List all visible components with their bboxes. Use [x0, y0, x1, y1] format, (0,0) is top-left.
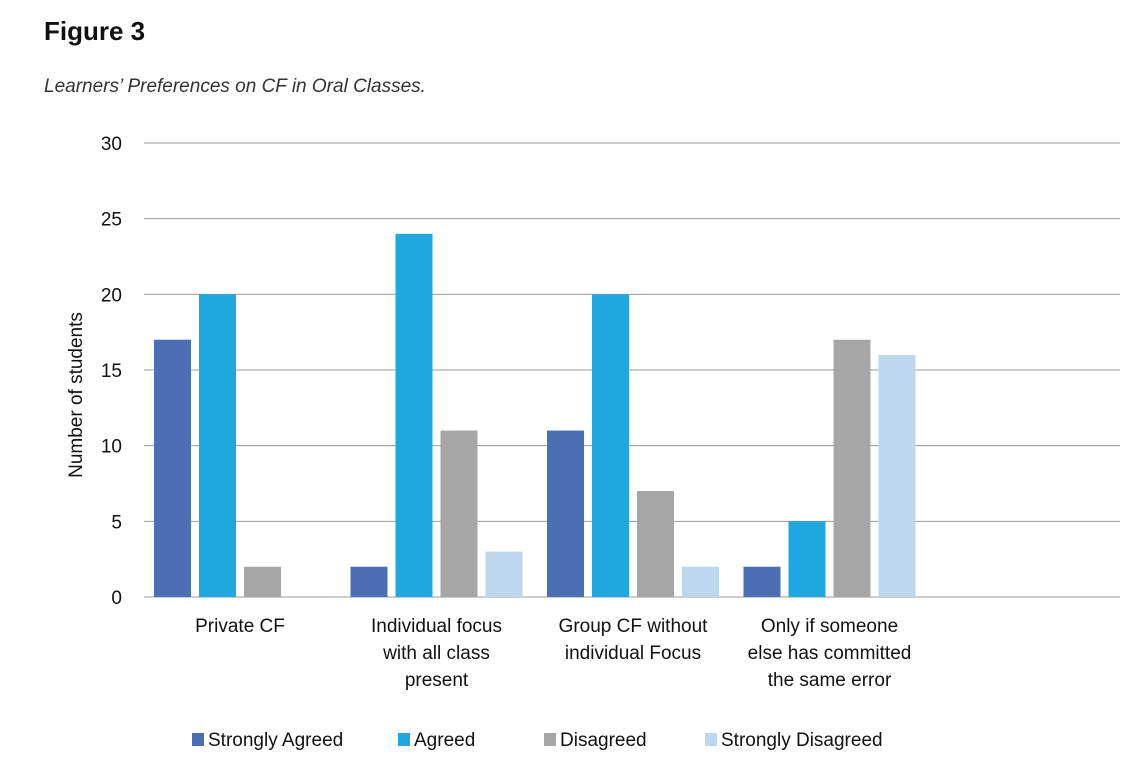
legend-label: Agreed: [414, 730, 475, 751]
bar-disagreed-2: [637, 491, 674, 597]
y-axis-title: Number of students: [66, 312, 87, 478]
bar-agreed-1: [395, 233, 433, 598]
y-tick-label: 5: [111, 512, 122, 533]
legend-swatch: [398, 733, 410, 746]
legend-swatch: [192, 733, 204, 746]
bar-disagreed-0: [244, 566, 281, 597]
x-category-label: Private CF: [195, 616, 285, 637]
legend-label: Strongly Disagreed: [721, 730, 883, 751]
bar-disagreed-1: [440, 430, 478, 597]
x-category-label: Group CF without: [559, 616, 709, 637]
bar-strongly-agreed-1: [350, 566, 388, 597]
x-category-label: with all class: [382, 643, 490, 664]
y-tick-label: 20: [101, 285, 122, 306]
x-category-label: else has committed: [748, 643, 912, 664]
bar-strongly-agreed-3: [743, 566, 781, 597]
bar-agreed-0: [199, 294, 236, 597]
bar-agreed-3: [788, 521, 826, 597]
y-tick-label: 10: [101, 437, 122, 458]
figure-label: Figure 3: [44, 16, 146, 46]
legend-label: Strongly Agreed: [208, 730, 343, 751]
x-category-label: present: [405, 670, 469, 691]
x-category-label: Only if someone: [761, 616, 898, 637]
y-tick-label: 15: [101, 361, 122, 382]
bar-layer: [154, 233, 916, 598]
y-tick-label: 30: [101, 134, 122, 155]
bar-agreed-2: [592, 294, 629, 597]
legend: Strongly Agreed Agreed Disagreed Strongly D…: [192, 730, 883, 751]
y-tick-label: 0: [111, 588, 122, 609]
x-category-label: Individual focus: [371, 616, 502, 637]
bar-strongly-disagreed-1: [485, 551, 523, 597]
x-category-label: the same error: [768, 670, 892, 691]
bar-strongly-agreed-0: [154, 339, 191, 597]
bar-strongly-agreed-2: [547, 430, 584, 597]
legend-swatch: [705, 733, 717, 746]
axis-layer: 0 5 10 15 20 25 30 Private CF Individual focus wi…: [101, 134, 911, 691]
bar-strongly-disagreed-3: [878, 354, 916, 597]
bar-strongly-disagreed-2: [682, 566, 719, 597]
grid-layer: [144, 142, 1120, 598]
figure-caption: Learners’ Preferences on CF in Oral Clas…: [44, 76, 426, 97]
bar-disagreed-3: [833, 339, 871, 597]
legend-label: Disagreed: [560, 730, 647, 751]
legend-swatch: [544, 733, 556, 746]
x-category-label: individual Focus: [565, 643, 701, 664]
y-tick-label: 25: [101, 210, 122, 231]
